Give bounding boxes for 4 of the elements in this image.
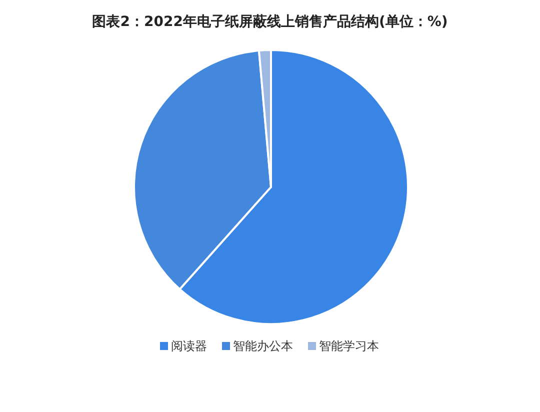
legend-label: 智能学习本 xyxy=(319,339,379,353)
legend-label: 阅读器 xyxy=(171,339,207,353)
chart-title: 图表2：2022年电子纸屏蔽线上销售产品结构(单位：%) xyxy=(92,13,448,30)
legend-label: 智能办公本 xyxy=(233,339,293,353)
